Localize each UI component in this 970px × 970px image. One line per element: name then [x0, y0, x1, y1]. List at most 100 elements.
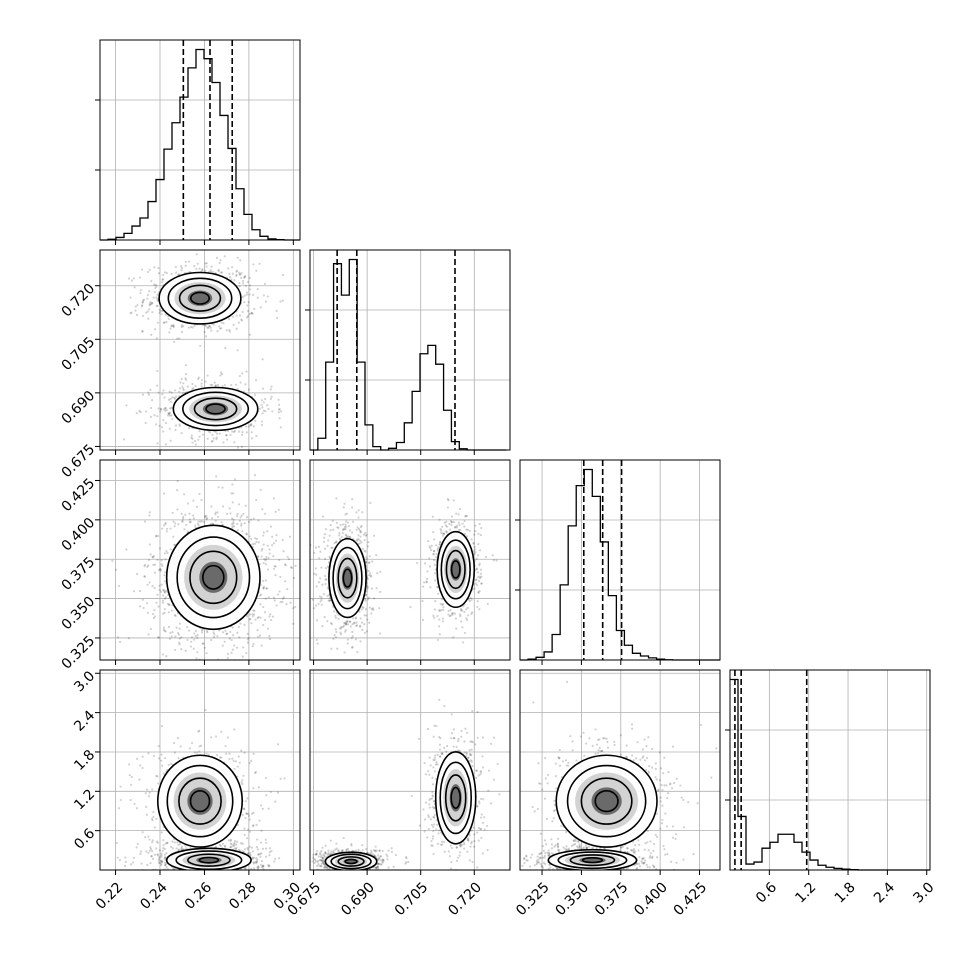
- scatter-point: [182, 517, 185, 520]
- scatter-point: [162, 419, 165, 422]
- scatter-point: [245, 872, 247, 874]
- scatter-point: [207, 326, 210, 329]
- scatter-point: [215, 475, 218, 478]
- scatter-point: [270, 849, 273, 853]
- scatter-point: [432, 614, 435, 617]
- hist-bar: [220, 115, 228, 240]
- scatter-point: [477, 576, 480, 579]
- scatter-point: [163, 396, 166, 399]
- scatter-point: [218, 325, 221, 328]
- scatter-point: [326, 565, 329, 568]
- scatter-point: [241, 310, 244, 314]
- scatter-point: [474, 582, 477, 585]
- hist-bar: [365, 425, 373, 450]
- contour-line: [165, 524, 261, 631]
- scatter-point: [367, 561, 371, 565]
- scatter-point: [261, 508, 264, 511]
- hist-bar: [444, 410, 452, 450]
- scatter-point: [216, 635, 219, 638]
- scatter-point: [261, 547, 264, 551]
- scatter-point: [267, 407, 270, 411]
- scatter-point: [167, 398, 171, 401]
- scatter-point: [205, 518, 208, 521]
- scatter-point: [165, 272, 168, 275]
- scatter-point: [273, 565, 276, 568]
- scatter-point: [262, 875, 264, 877]
- scatter-point: [480, 575, 483, 579]
- scatter-point: [146, 583, 149, 586]
- scatter-point: [185, 523, 188, 527]
- scatter-point: [235, 846, 238, 850]
- scatter-point: [150, 399, 154, 402]
- scatter-point: [455, 512, 458, 515]
- hist-bar: [341, 295, 349, 450]
- scatter-point: [463, 610, 466, 614]
- scatter-point: [160, 563, 163, 566]
- scatter-point: [326, 544, 329, 547]
- scatter-point: [365, 630, 369, 633]
- scatter-point: [268, 847, 272, 850]
- panel-1-1: [305, 250, 510, 451]
- scatter-point: [368, 561, 371, 564]
- scatter-point: [357, 516, 360, 519]
- scatter-point: [257, 519, 260, 522]
- scatter-point: [256, 848, 259, 851]
- scatter-point: [436, 547, 439, 550]
- scatter-point: [232, 430, 236, 434]
- scatter-point: [441, 534, 445, 537]
- scatter-point: [262, 864, 265, 867]
- scatter-point: [215, 256, 218, 259]
- scatter-point: [315, 638, 318, 641]
- scatter-point: [228, 871, 230, 873]
- scatter-point: [209, 383, 212, 387]
- contour-line: [158, 271, 242, 325]
- scatter-point: [184, 264, 187, 267]
- scatter-point: [351, 520, 355, 523]
- scatter-point: [160, 583, 163, 586]
- scatter-point: [259, 306, 262, 309]
- scatter-point: [326, 586, 329, 589]
- scatter-point: [153, 571, 157, 574]
- scatter-point: [259, 876, 261, 878]
- scatter-point: [492, 559, 496, 562]
- scatter-point: [166, 867, 169, 870]
- scatter-point: [163, 574, 166, 577]
- scatter-point: [478, 575, 482, 578]
- scatter-point: [222, 441, 225, 444]
- scatter-point: [164, 421, 168, 425]
- scatter-point: [220, 327, 223, 330]
- scatter-point: [162, 628, 165, 631]
- scatter-point: [191, 382, 194, 386]
- scatter-point: [231, 266, 234, 269]
- scatter-point: [231, 626, 234, 629]
- scatter-point: [432, 558, 436, 562]
- scatter-point: [281, 299, 284, 302]
- scatter-point: [438, 518, 441, 521]
- scatter-point: [438, 540, 442, 544]
- scatter-point: [335, 540, 338, 543]
- scatter-point: [265, 587, 268, 590]
- scatter-point: [366, 587, 369, 590]
- scatter-point: [437, 546, 440, 549]
- scatter-point: [144, 410, 148, 413]
- scatter-point: [239, 259, 242, 262]
- scatter-point: [180, 848, 184, 851]
- contour-line: [436, 530, 476, 609]
- scatter-point: [442, 608, 445, 611]
- scatter-point: [156, 384, 159, 387]
- scatter-point: [263, 557, 266, 561]
- scatter-point: [197, 377, 200, 381]
- scatter-point: [226, 652, 229, 656]
- scatter-point: [169, 397, 172, 400]
- scatter-point: [459, 528, 462, 531]
- scatter-point: [263, 282, 267, 285]
- scatter-point: [170, 609, 174, 612]
- scatter-point: [333, 541, 336, 545]
- scatter-point: [148, 290, 151, 293]
- scatter-point: [200, 379, 204, 382]
- scatter-point: [188, 518, 191, 521]
- scatter-point: [201, 269, 204, 272]
- scatter-point: [472, 542, 475, 545]
- scatter-point: [277, 408, 281, 411]
- scatter-point: [247, 301, 250, 304]
